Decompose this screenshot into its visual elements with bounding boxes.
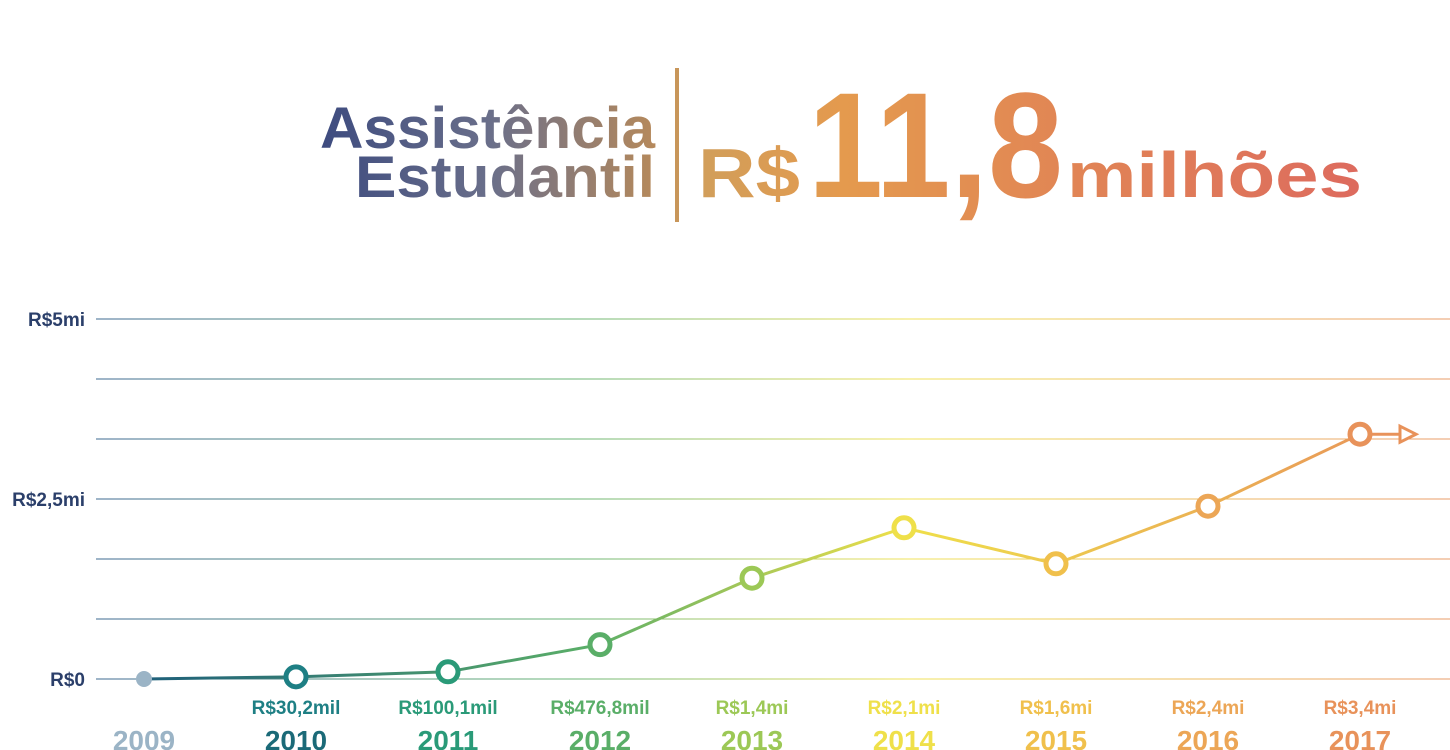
arrow-head: [1398, 423, 1420, 445]
y-tick-label: R$2,5mi: [12, 490, 85, 511]
value-label: R$1,6mi: [1020, 698, 1093, 719]
header: Assistência Estudantil R$ 11,8 milhões: [320, 61, 1362, 229]
x-tick-label: 2014: [873, 725, 936, 750]
value-label: R$476,8mil: [550, 698, 649, 719]
y-tick-label: R$0: [50, 670, 85, 691]
x-tick-label: 2013: [721, 725, 783, 750]
point: [1347, 421, 1373, 447]
x-tick-label: 2010: [265, 725, 327, 750]
point: [435, 659, 461, 685]
point: [587, 632, 613, 658]
point: [283, 664, 309, 690]
title-line: Estudantil: [355, 145, 655, 210]
title-line: Assistência: [320, 96, 656, 161]
point: [136, 671, 152, 687]
x-tick-label: 2016: [1177, 725, 1239, 750]
x-tick-label: 2015: [1025, 725, 1087, 750]
value-label: R$100,1mil: [398, 698, 497, 719]
point: [891, 515, 917, 541]
x-tick-label: 2009: [113, 725, 175, 750]
total-unit: milhões: [1067, 139, 1362, 211]
value-label: R$2,4mi: [1172, 698, 1245, 719]
value-label: R$2,1mi: [868, 698, 941, 719]
x-tick-label: 2012: [569, 725, 631, 750]
value-label: R$1,4mi: [716, 698, 789, 719]
x-tick-label: 2017: [1329, 725, 1391, 750]
point: [1195, 493, 1221, 519]
value-label: R$3,4mi: [1324, 698, 1397, 719]
total-prefix: R$: [698, 134, 800, 212]
line: [143, 432, 1361, 681]
point: [1043, 551, 1069, 577]
point: [739, 565, 765, 591]
total: 11,8: [808, 61, 1063, 229]
value-label: R$30,2mil: [252, 698, 341, 719]
y-tick-label: R$5mi: [28, 310, 85, 331]
x-tick-label: 2011: [418, 725, 479, 750]
